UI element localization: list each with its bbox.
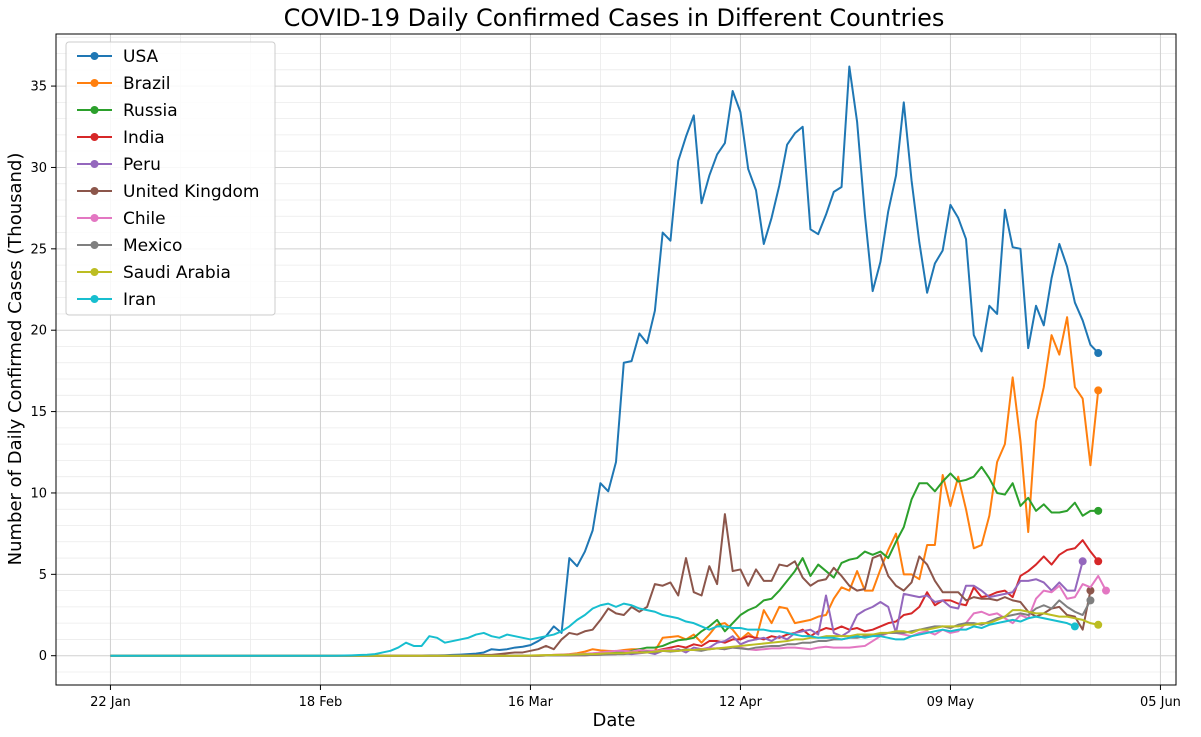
y-tick-label: 15 bbox=[30, 405, 47, 420]
x-axis-label: Date bbox=[592, 710, 635, 731]
x-tick-label: 09 May bbox=[927, 695, 975, 710]
legend-label-chile: Chile bbox=[123, 209, 166, 229]
legend-marker-united-kingdom bbox=[90, 187, 99, 195]
y-tick-label: 25 bbox=[30, 242, 47, 257]
series-end-marker-brazil bbox=[1094, 386, 1103, 395]
series-line-iran bbox=[110, 602, 1076, 657]
legend-label-india: India bbox=[123, 128, 165, 148]
legend-label-brazil: Brazil bbox=[123, 74, 170, 94]
legend-label-iran: Iran bbox=[123, 290, 156, 310]
y-tick-label: 20 bbox=[30, 324, 47, 339]
legend-marker-india bbox=[90, 133, 99, 141]
plot-frame bbox=[55, 33, 1177, 686]
series-end-marker-peru bbox=[1078, 557, 1087, 566]
y-tick-label: 5 bbox=[39, 568, 47, 583]
legend-marker-russia bbox=[90, 106, 99, 114]
legend-label-saudi-arabia: Saudi Arabia bbox=[123, 263, 231, 283]
legend-marker-usa bbox=[90, 52, 99, 60]
y-tick-label: 35 bbox=[30, 80, 47, 95]
y-axis-label: Number of Daily Confirmed Cases (Thousan… bbox=[5, 153, 26, 566]
legend-label-usa: USA bbox=[123, 47, 159, 67]
y-axis: 0 5 10 15 20 25 30 35 bbox=[30, 80, 56, 664]
x-tick-label: 12 Apr bbox=[719, 695, 763, 710]
x-axis: 22 Jan 18 Feb 16 Mar 12 Apr 09 May 05 Jun bbox=[90, 685, 1181, 710]
legend-marker-brazil bbox=[90, 79, 99, 87]
series-end-marker-chile bbox=[1102, 586, 1110, 595]
series-end-marker-india bbox=[1094, 557, 1103, 566]
x-tick-label: 22 Jan bbox=[90, 695, 131, 710]
series-end-marker-russia bbox=[1094, 506, 1103, 515]
legend-label-peru: Peru bbox=[123, 155, 161, 175]
y-tick-label: 30 bbox=[30, 161, 47, 176]
x-tick-label: 16 Mar bbox=[508, 695, 554, 710]
chart-title: COVID-19 Daily Confirmed Cases in Differ… bbox=[284, 4, 945, 32]
legend-marker-saudi-arabia bbox=[90, 268, 99, 276]
series-end-marker-united-kingdom bbox=[1086, 586, 1095, 595]
x-tick-label: 05 Jun bbox=[1140, 695, 1181, 710]
legend-marker-iran bbox=[90, 295, 99, 303]
series-end-marker-saudi-arabia bbox=[1094, 620, 1103, 629]
legend-marker-chile bbox=[90, 214, 99, 222]
y-tick-label: 10 bbox=[30, 486, 47, 501]
series-layer bbox=[110, 65, 1110, 657]
series-end-marker-mexico bbox=[1086, 596, 1095, 605]
legend-box bbox=[65, 41, 276, 316]
legend: USA Brazil Russia India Peru United Kingdom Ch… bbox=[65, 41, 276, 316]
x-tick-label: 18 Feb bbox=[299, 695, 343, 710]
series-line-peru bbox=[110, 561, 1084, 657]
legend-label-united-kingdom: United Kingdom bbox=[123, 182, 259, 202]
legend-marker-peru bbox=[90, 160, 99, 168]
legend-marker-mexico bbox=[90, 241, 99, 249]
series-end-marker-iran bbox=[1070, 622, 1079, 631]
legend-label-russia: Russia bbox=[123, 101, 178, 121]
series-line-chile bbox=[110, 574, 1107, 657]
series-end-marker-usa bbox=[1094, 348, 1103, 357]
legend-label-mexico: Mexico bbox=[123, 236, 182, 256]
y-tick-label: 0 bbox=[39, 649, 47, 664]
